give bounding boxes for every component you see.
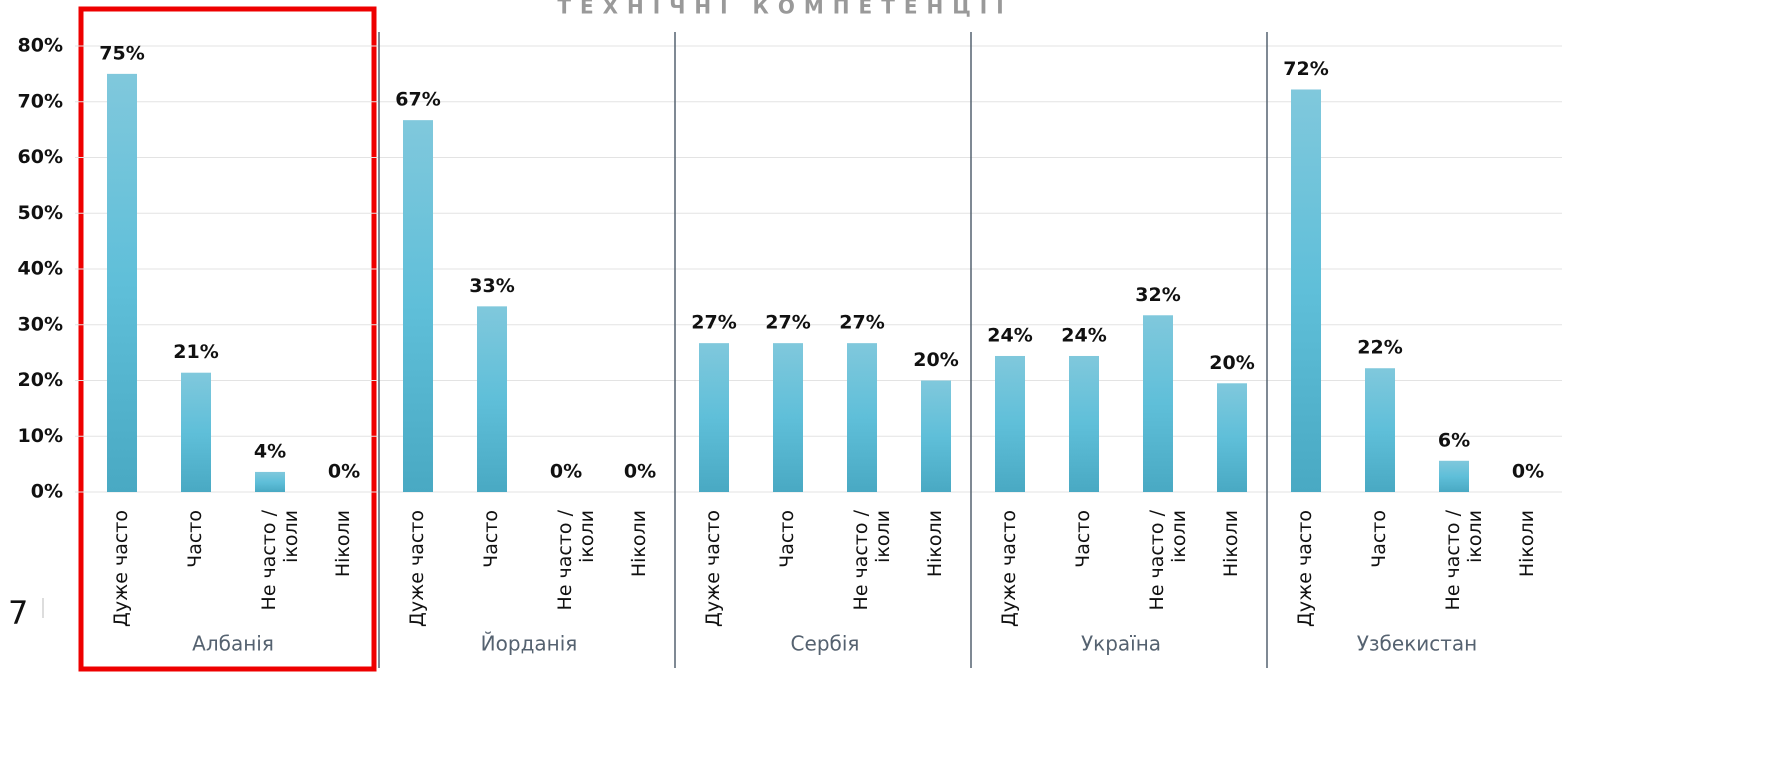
x-tick-label: Ніколи [924, 510, 946, 578]
bar [773, 343, 803, 492]
data-label: 6% [1438, 429, 1470, 451]
y-tick-label: 80% [18, 35, 63, 57]
x-tick-label: Ніколи [628, 510, 650, 578]
x-tick-label: Не часто /іколи [850, 510, 894, 611]
y-tick-label: 50% [18, 202, 63, 224]
group-label: Сербія [791, 632, 860, 656]
highlight-box [78, 6, 377, 672]
data-label: 72% [1283, 58, 1328, 80]
data-label: 27% [765, 312, 810, 334]
data-label: 27% [691, 312, 736, 334]
bar [921, 380, 951, 492]
x-tick-label: Часто [184, 510, 206, 568]
y-tick-label: 60% [18, 146, 63, 168]
x-tick-label: Часто [1072, 510, 1094, 568]
x-tick-label: Часто [1368, 510, 1390, 568]
y-tick-label: 0% [31, 481, 63, 503]
x-tick-label: Ніколи [332, 510, 354, 578]
data-label: 0% [328, 461, 360, 483]
y-tick-label: 30% [18, 313, 63, 335]
data-label: 75% [99, 42, 144, 64]
data-label: 27% [839, 312, 884, 334]
group-label: Україна [1081, 632, 1161, 656]
y-tick-label: 70% [18, 90, 63, 112]
x-tick-label: Не часто /іколи [258, 510, 302, 611]
bar [1291, 89, 1321, 493]
page-number: 7 [8, 594, 28, 632]
x-tick-label: Дуже часто [1294, 510, 1316, 627]
chart-title: ТЕХНІЧНІ КОМПЕТЕНЦІЇ [557, 0, 1012, 19]
group-label: Йорданія [481, 632, 578, 656]
bar [403, 120, 433, 493]
x-tick-label: Не часто /іколи [1442, 510, 1486, 611]
data-label: 20% [913, 349, 958, 371]
x-tick-label: Не часто /іколи [1146, 510, 1190, 611]
x-tick-label: Дуже часто [110, 510, 132, 627]
bar [181, 372, 211, 492]
x-tick-label: Ніколи [1516, 510, 1538, 578]
bar [995, 355, 1025, 492]
bar [699, 343, 729, 492]
bar [1217, 383, 1247, 492]
data-label: 22% [1357, 337, 1402, 359]
data-label: 21% [173, 341, 218, 363]
data-label: 0% [550, 461, 582, 483]
x-tick-label: Часто [480, 510, 502, 568]
group-label: Албанія [192, 632, 274, 656]
x-tick-label: Часто [776, 510, 798, 568]
x-tick-label: Дуже часто [702, 510, 724, 627]
y-tick-label: 20% [18, 369, 63, 391]
bar [1365, 368, 1395, 492]
x-tick-label: Ніколи [1220, 510, 1242, 578]
bar [1143, 315, 1173, 492]
bar [255, 471, 285, 492]
x-tick-label: Дуже часто [998, 510, 1020, 627]
x-tick-label: Дуже часто [406, 510, 428, 627]
bar [107, 73, 137, 492]
y-tick-label: 40% [18, 258, 63, 280]
bar [477, 306, 507, 492]
data-label: 67% [395, 89, 440, 111]
bar [1439, 460, 1469, 492]
bar [1069, 355, 1099, 492]
group-label: Узбекистан [1357, 632, 1478, 656]
y-tick-label: 10% [18, 425, 63, 447]
data-label: 4% [254, 440, 286, 462]
bar [847, 343, 877, 492]
data-label: 32% [1135, 284, 1180, 306]
data-label: 33% [469, 275, 514, 297]
x-tick-label: Не часто /іколи [554, 510, 598, 611]
data-label: 24% [987, 324, 1032, 346]
data-label: 24% [1061, 324, 1106, 346]
data-label: 0% [624, 461, 656, 483]
data-label: 0% [1512, 461, 1544, 483]
data-label: 20% [1209, 352, 1254, 374]
